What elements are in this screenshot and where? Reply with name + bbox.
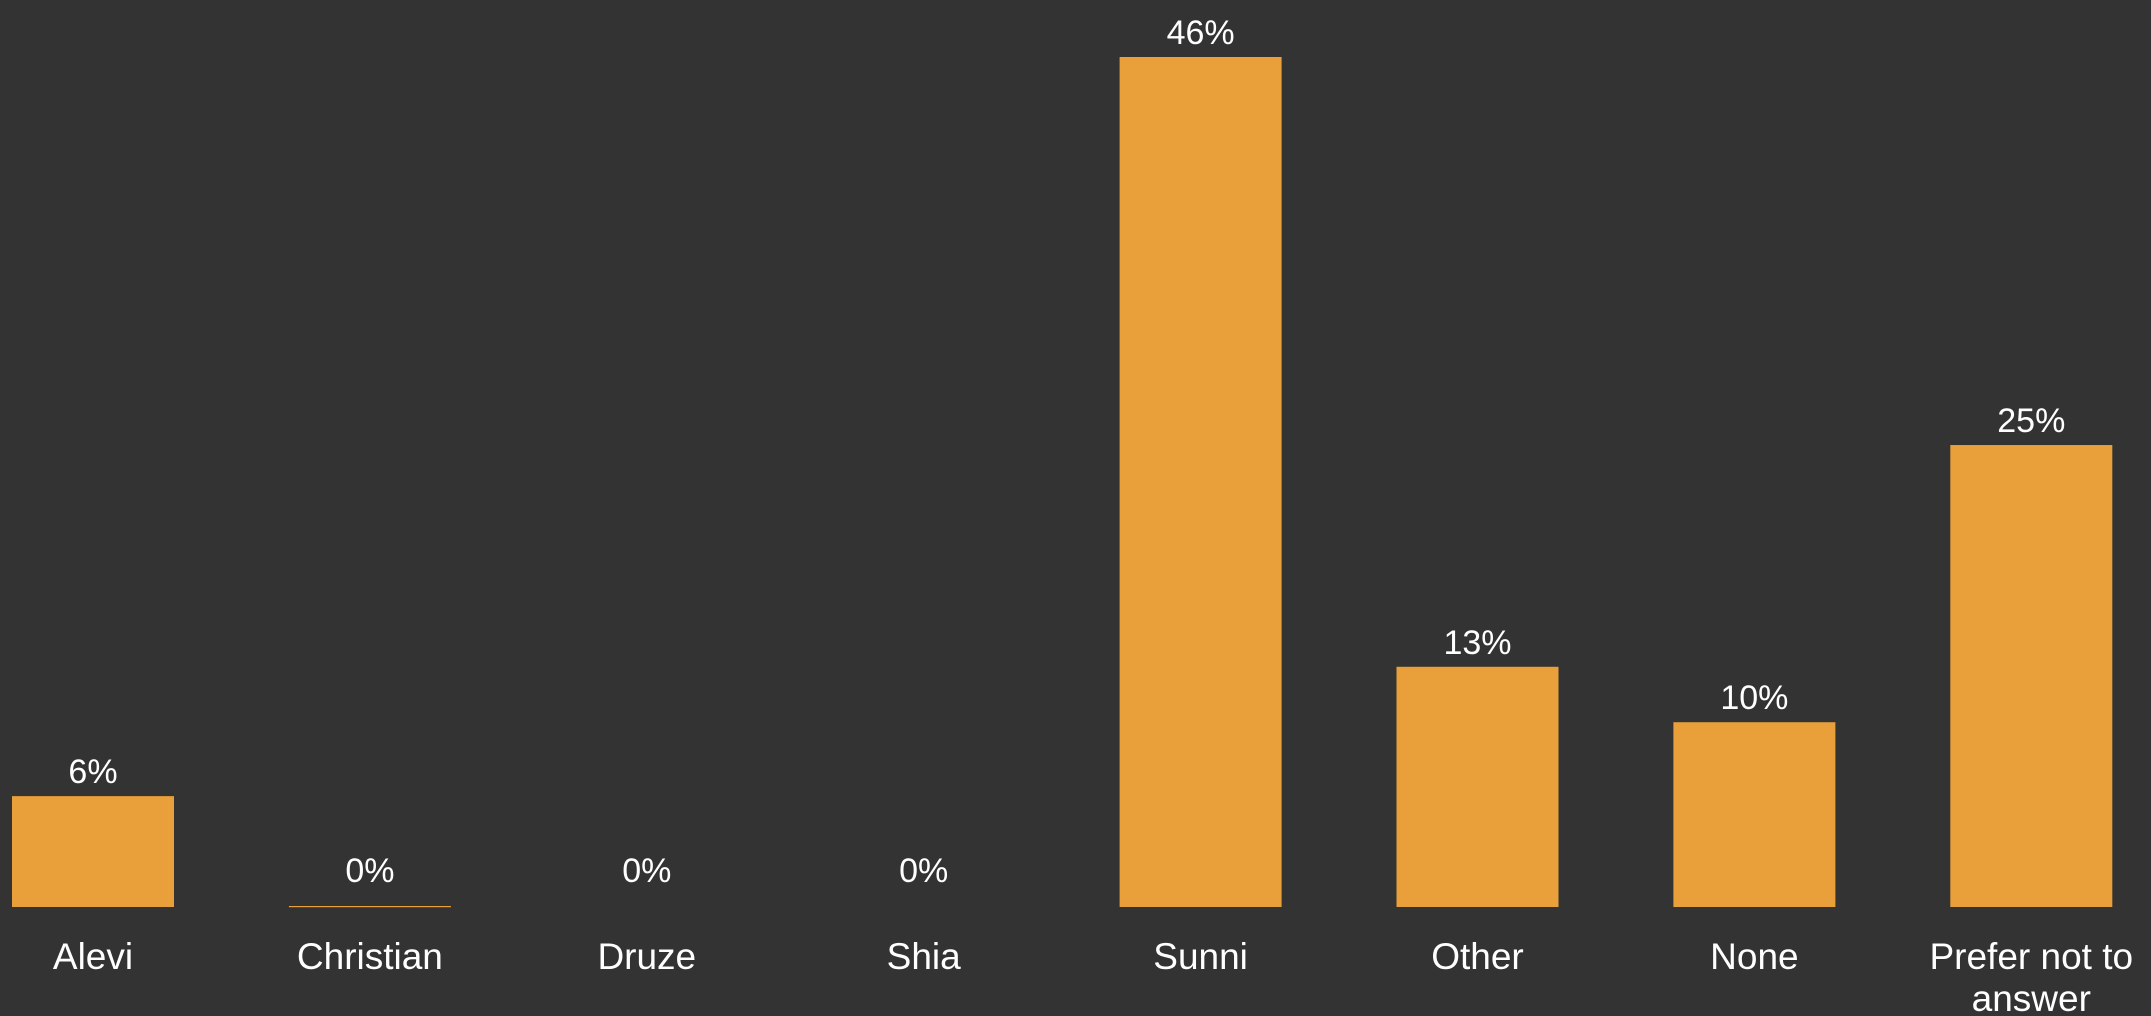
bar-none — [1673, 722, 1836, 907]
category-label: Prefer not to answer — [1929, 936, 2133, 1016]
value-label: 0% — [899, 852, 948, 890]
category-label: Shia — [887, 936, 961, 977]
category-labels-group: Alevi Christian Druze Shia Sunni Other None Pre… — [53, 936, 2133, 1016]
value-label: 10% — [1720, 679, 1788, 717]
value-label: 0% — [622, 852, 671, 890]
bar-sunni — [1119, 57, 1282, 907]
bar-prefer-not-to-answer — [1950, 445, 2113, 907]
value-label: 13% — [1443, 624, 1511, 662]
value-label: 0% — [345, 852, 394, 890]
category-label: Druze — [597, 936, 696, 977]
category-label: Sunni — [1153, 936, 1248, 977]
bar-alevi — [12, 796, 174, 907]
value-label: 6% — [68, 753, 117, 791]
bar-christian — [288, 906, 451, 908]
value-label: 25% — [1997, 402, 2065, 440]
bar-other — [1396, 666, 1559, 907]
category-label: Alevi — [53, 936, 133, 977]
category-label: Other — [1431, 936, 1524, 977]
bars-group — [12, 57, 2113, 908]
category-label: None — [1710, 936, 1798, 977]
value-labels-group: 6% 0% 0% 0% 46% 13% 10% 25% — [68, 14, 2065, 890]
category-label: Christian — [297, 936, 443, 977]
value-label: 46% — [1167, 14, 1235, 52]
